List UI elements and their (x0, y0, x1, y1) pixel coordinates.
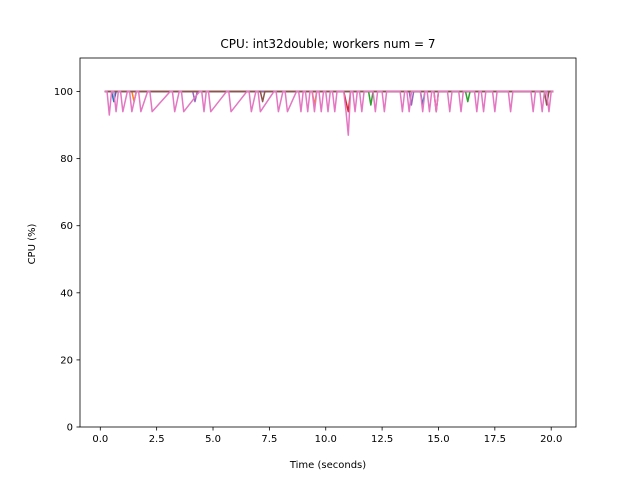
y-tick-label: 80 (60, 154, 73, 165)
x-axis-title: Time (seconds) (289, 460, 366, 471)
x-tick-label: 10.0 (315, 434, 337, 445)
y-axis-title: CPU (%) (27, 224, 38, 265)
y-tick-label: 0 (67, 423, 73, 434)
x-tick-label: 20.0 (540, 434, 562, 445)
y-tick-label: 20 (60, 355, 73, 366)
axes-layer: 0.0 2.5 5.0 7.5 10.0 12.5 15.0 17.5 20.0 0 20 40 60 8… (54, 57, 577, 445)
series-line-7 (104, 90, 554, 136)
x-tick-label: 7.5 (261, 434, 277, 445)
x-tick-label: 17.5 (484, 434, 506, 445)
x-tick-label: 15.0 (427, 434, 449, 445)
x-tick-label: 5.0 (205, 434, 221, 445)
y-tick-label: 40 (60, 288, 73, 299)
y-tick-label: 60 (60, 221, 73, 232)
y-tick-label: 100 (54, 87, 73, 98)
x-tick-label: 12.5 (371, 434, 393, 445)
chart-title: CPU: int32double; workers num = 7 (220, 37, 435, 51)
plot-frame (79, 57, 577, 428)
series-layer (104, 90, 554, 136)
x-tick-label: 2.5 (149, 434, 165, 445)
x-tick-label: 0.0 (92, 434, 108, 445)
